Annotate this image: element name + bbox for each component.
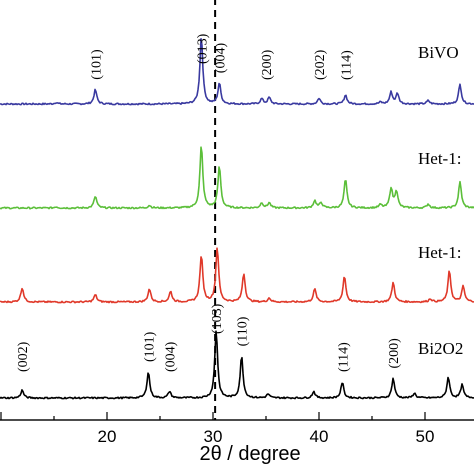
peak-label: (013) bbox=[195, 33, 210, 64]
x-tick-label: 40 bbox=[310, 427, 329, 446]
x-tick-label: 20 bbox=[98, 427, 117, 446]
peak-label: (002) bbox=[16, 341, 31, 372]
x-axis-title: 2θ / degree bbox=[199, 443, 300, 465]
series-label-3: Het-1: bbox=[418, 243, 461, 262]
peak-label: (202) bbox=[313, 49, 328, 80]
peak-label: (200) bbox=[387, 338, 402, 369]
plot-frame bbox=[0, 419, 474, 421]
series-line-4 bbox=[0, 330, 474, 400]
series-label-1: BiVO bbox=[418, 43, 459, 62]
x-tick-label: 50 bbox=[416, 427, 435, 446]
peak-label: (200) bbox=[260, 49, 275, 80]
series-label-4: Bi2O2 bbox=[418, 339, 463, 358]
peak-label: (114) bbox=[340, 50, 355, 80]
peak-label: (114) bbox=[336, 342, 351, 372]
peak-label: (110) bbox=[236, 316, 251, 346]
series-label-2: Het-1: bbox=[418, 149, 461, 168]
peak-label: (004) bbox=[164, 341, 179, 372]
peak-label: (101) bbox=[89, 49, 104, 80]
series-line-1 bbox=[0, 37, 474, 106]
series-line-2 bbox=[0, 146, 474, 210]
peak-label: (103) bbox=[210, 303, 225, 334]
peak-label: (101) bbox=[142, 331, 157, 362]
series-line-3 bbox=[0, 247, 474, 304]
x-tick-label: 30 bbox=[204, 427, 223, 446]
peak-label: (004) bbox=[213, 43, 228, 74]
